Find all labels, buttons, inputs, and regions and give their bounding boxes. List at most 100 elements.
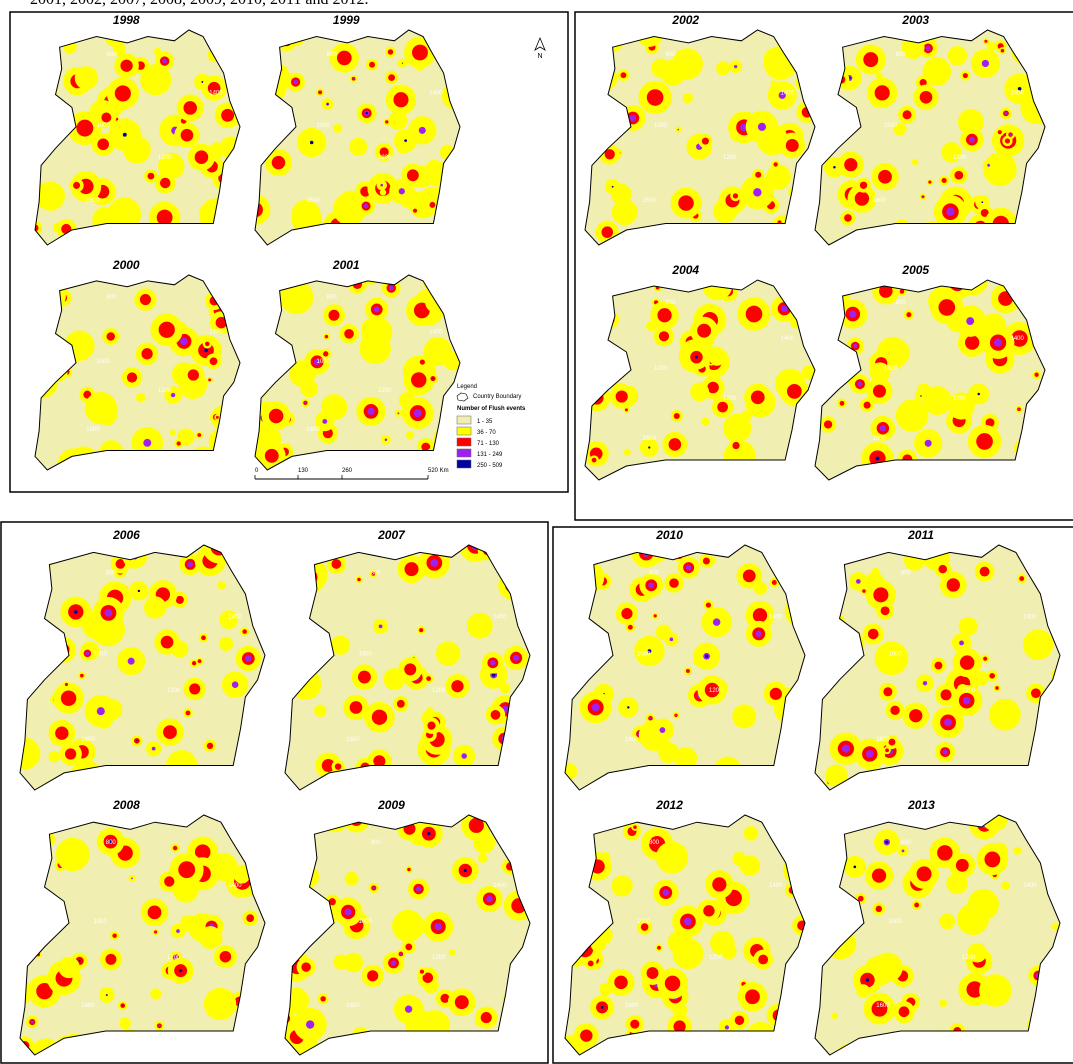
area-36-70: [406, 431, 414, 439]
area-36-70: [656, 841, 688, 873]
area-36-70: [287, 894, 311, 918]
area-131-249: [1009, 134, 1011, 136]
area-36-70: [498, 762, 511, 775]
caption: 2001, 2002, 2007, 2008, 2009, 2010, 2011…: [30, 0, 369, 8]
area-71-130: [791, 780, 804, 793]
area-131-249: [322, 419, 327, 424]
area-250-509: [492, 673, 495, 676]
area-36-70: [563, 644, 583, 664]
area-36-70: [213, 34, 229, 50]
area-36-70: [939, 999, 947, 1007]
area-250-509: [138, 590, 140, 592]
area-36-70: [416, 63, 424, 71]
area-71-130: [628, 625, 633, 630]
area-36-70: [50, 637, 76, 663]
area-131-249: [985, 41, 987, 43]
contour-label: 1000: [94, 919, 108, 925]
area-71-130: [601, 226, 613, 238]
area-36-70: [221, 280, 234, 293]
area-36-70: [310, 892, 318, 900]
area-131-249: [165, 227, 167, 229]
area-131-249: [237, 44, 241, 48]
area-36-70: [1037, 566, 1043, 572]
area-131-249: [857, 382, 862, 387]
area-131-249: [399, 188, 405, 194]
area-36-70: [153, 228, 164, 239]
area-36-70: [16, 648, 36, 668]
area-71-130: [793, 604, 808, 619]
area-71-130: [703, 905, 714, 916]
area-36-70: [959, 617, 978, 636]
map: 80010001200140016002004: [577, 263, 819, 485]
area-71-130: [419, 628, 423, 632]
area-131-249: [331, 814, 338, 821]
area-71-130: [703, 558, 710, 565]
area-71-130: [80, 674, 84, 678]
area-71-130: [938, 565, 946, 573]
map: 80010001200140016002005: [815, 263, 1048, 491]
area-36-70: [919, 221, 945, 247]
area-36-70: [233, 311, 239, 317]
area-250-509: [194, 663, 195, 664]
area-71-130: [706, 602, 711, 607]
contour-label: 1200: [962, 688, 976, 694]
map: 80010001200140016001999: [240, 13, 468, 256]
contour-label: 1200: [953, 155, 967, 161]
area-71-130: [935, 778, 950, 793]
area-71-130: [678, 195, 694, 211]
map: 80010001200140016002007: [285, 528, 539, 805]
area-36-70: [425, 161, 450, 186]
area-36-70: [85, 392, 117, 424]
year-label: 2006: [112, 528, 140, 542]
contour-label: 800: [649, 840, 660, 846]
contour-label: 1600: [346, 1003, 360, 1009]
area-131-249: [391, 960, 396, 965]
area-36-70: [783, 858, 807, 882]
area-131-249: [823, 335, 825, 337]
area-36-70: [745, 1028, 774, 1057]
area-71-130: [746, 306, 763, 323]
legend-swatch: [457, 416, 471, 424]
area-71-130: [665, 976, 680, 991]
area-36-70: [218, 22, 245, 49]
area-71-130: [998, 291, 1013, 306]
area-71-130: [50, 293, 53, 296]
area-36-70: [825, 928, 856, 959]
contour-label: 1400: [429, 91, 443, 97]
area-71-130: [511, 898, 526, 913]
contour-label: 1600: [873, 436, 887, 442]
area-36-70: [788, 187, 798, 197]
area-36-70: [345, 872, 359, 886]
area-36-70: [886, 340, 910, 364]
area-71-130: [499, 554, 513, 568]
area-131-249: [414, 409, 422, 417]
area-250-509: [204, 348, 208, 352]
area-36-70: [262, 88, 269, 95]
area-71-130: [875, 85, 890, 100]
area-71-130: [614, 976, 627, 989]
area-71-130: [246, 836, 254, 844]
area-250-509: [42, 59, 43, 60]
contour-label: 1200: [378, 155, 392, 161]
area-71-130: [405, 562, 419, 576]
area-36-70: [58, 957, 80, 979]
map: 80010001200140016002012: [556, 798, 812, 1064]
area-36-70: [1044, 710, 1073, 741]
area-71-130: [176, 596, 184, 604]
area-131-249: [430, 559, 438, 567]
area-36-70: [772, 215, 794, 237]
area-250-509: [486, 781, 488, 783]
area-131-249: [725, 1025, 729, 1029]
area-71-130: [358, 671, 371, 684]
area-36-70: [895, 219, 909, 233]
area-250-509: [584, 135, 586, 137]
area-36-70: [36, 78, 58, 100]
area-36-70: [467, 613, 493, 639]
area-71-130: [590, 391, 603, 404]
year-label: 2011: [907, 528, 934, 542]
area-250-509: [106, 994, 108, 996]
contour-label: 1400: [1011, 336, 1025, 342]
area-36-70: [352, 1027, 369, 1044]
area-131-249: [796, 607, 804, 615]
contour-label: 1000: [637, 919, 651, 925]
